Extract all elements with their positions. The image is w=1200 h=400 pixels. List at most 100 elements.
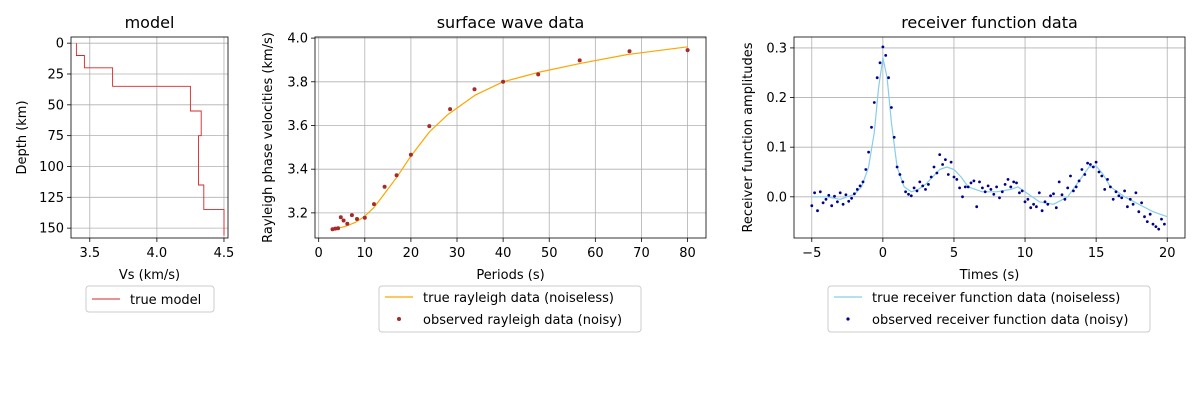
receiver-function-observed-point (907, 192, 910, 196)
receiver-function-observed-point (992, 192, 996, 196)
surface-wave-xtick-label: 0 (315, 246, 323, 261)
receiver-function-observed-point (1134, 191, 1138, 195)
receiver-function-observed-point (1145, 220, 1149, 224)
receiver-function-observed-point (1003, 183, 1007, 186)
receiver-function-observed-point (1020, 189, 1024, 193)
receiver-function-observed-point (1040, 209, 1044, 213)
receiver-function-observed-point (890, 106, 893, 109)
receiver-function-observed-point (1077, 179, 1081, 183)
receiver-function-observed-point (944, 158, 947, 162)
receiver-function-observed-point (1072, 189, 1075, 193)
surface-wave-observed-point (427, 124, 432, 129)
receiver-function-observed-point (1111, 197, 1115, 201)
receiver-function-observed-point (1086, 161, 1089, 165)
receiver-function-observed-point (1154, 225, 1158, 229)
receiver-function-observed-point (884, 54, 888, 57)
surface-wave-ytick-label: 3.8 (287, 75, 308, 90)
receiver-function-observed-point (915, 189, 919, 193)
receiver-function-observed-point (1023, 200, 1027, 204)
receiver-function-observed-point (898, 173, 902, 176)
receiver-function-observed-point (1109, 185, 1112, 189)
receiver-function-observed-point (1069, 174, 1072, 178)
legend-observed-rayleigh-swatch (397, 317, 401, 321)
receiver-function-observed-point (1120, 196, 1124, 200)
receiver-function-observed-point (961, 195, 964, 199)
surface-wave-xtick-label: 60 (587, 246, 604, 261)
receiver-function-observed-point (836, 200, 839, 204)
receiver-function-observed-point (981, 186, 984, 190)
receiver-function-observed-point (1114, 190, 1118, 194)
legend-true-model-label: true model (130, 293, 201, 308)
receiver-function-ylabel: Receiver function amplitudes (741, 42, 756, 232)
receiver-function-ytick-label: 0.3 (766, 41, 787, 56)
receiver-function-plot-area (793, 36, 1186, 239)
surface-wave-xlabel: Periods (s) (476, 268, 544, 283)
receiver-function-observed-point (881, 45, 885, 49)
receiver-function-observed-point (830, 204, 834, 208)
receiver-function-observed-point (904, 190, 907, 194)
surface-wave-observed-point (448, 107, 453, 112)
receiver-function-xtick-label: 5 (950, 246, 958, 261)
receiver-function-observed-point (1117, 194, 1121, 198)
receiver-function-observed-point (998, 196, 1001, 200)
receiver-function-xtick-label: −5 (802, 246, 821, 261)
model-ytick-label: 50 (47, 98, 64, 113)
surface-wave-observed-point (382, 184, 387, 189)
surface-wave-legend: true rayleigh data (noiseless) observed … (378, 285, 642, 333)
receiver-function-observed-point (1097, 170, 1101, 174)
receiver-function-observed-point (955, 178, 959, 181)
receiver-function-observed-point (918, 180, 922, 184)
receiver-function-observed-point (921, 184, 925, 188)
surface-wave-xtick-label: 70 (633, 246, 650, 261)
model-ytick-label: 150 (39, 222, 64, 237)
surface-wave-xtick-label: 30 (449, 246, 466, 261)
receiver-function-observed-point (1029, 206, 1033, 210)
receiver-function-observed-point (1018, 191, 1021, 195)
receiver-function-xtick-label: 10 (1017, 246, 1034, 261)
receiver-function-observed-point (1140, 201, 1143, 205)
receiver-function-observed-point (892, 135, 896, 139)
surface-wave-observed-point (349, 213, 354, 218)
model-ylabel: Depth (km) (15, 100, 30, 174)
surface-wave-xtick-label: 80 (679, 246, 696, 261)
receiver-function-observed-point (989, 188, 993, 191)
receiver-function-xtick-label: 20 (1159, 246, 1176, 261)
receiver-function-observed-point (895, 165, 899, 169)
receiver-function-observed-point (924, 188, 927, 191)
receiver-function-observed-point (972, 179, 976, 183)
receiver-function-observed-point (1032, 202, 1035, 206)
receiver-function-observed-point (1128, 197, 1132, 201)
receiver-function-observed-point (1043, 200, 1047, 204)
receiver-function-observed-point (1037, 191, 1041, 195)
receiver-function-observed-point (1054, 206, 1058, 210)
receiver-function-observed-point (1057, 180, 1061, 184)
receiver-function-xtick-label: 0 (879, 246, 887, 261)
receiver-function-observed-point (1123, 189, 1126, 193)
receiver-function-observed-point (932, 165, 936, 169)
surface-wave-observed-point (355, 217, 359, 221)
receiver-function-observed-point (1009, 185, 1013, 189)
receiver-function-observed-point (827, 193, 831, 197)
receiver-function-observed-point (1100, 174, 1104, 178)
receiver-function-observed-point (816, 209, 819, 213)
surface-wave-true-line (332, 46, 688, 229)
receiver-function-observed-point (935, 171, 939, 175)
receiver-function-observed-point (1160, 217, 1163, 221)
receiver-function-observed-point (824, 197, 828, 201)
receiver-function-observed-point (1012, 180, 1016, 184)
surface-wave-xtick-label: 40 (495, 246, 512, 261)
surface-wave-ytick-label: 3.6 (287, 119, 308, 134)
receiver-function-observed-point (1000, 190, 1004, 194)
receiver-function-observed-point (855, 188, 859, 191)
surface-wave-observed-point (408, 152, 413, 157)
surface-wave-observed-point (372, 202, 376, 207)
surface-wave-observed-point (345, 221, 350, 226)
receiver-function-observed-point (810, 204, 814, 208)
receiver-function-observed-point (838, 191, 842, 195)
model-legend: true model (85, 285, 215, 313)
model-ytick-label: 25 (47, 67, 64, 82)
receiver-function-observed-point (878, 61, 882, 65)
receiver-function-observed-point (1066, 186, 1070, 190)
receiver-function-observed-point (875, 76, 879, 80)
receiver-function-observed-point (927, 183, 930, 186)
